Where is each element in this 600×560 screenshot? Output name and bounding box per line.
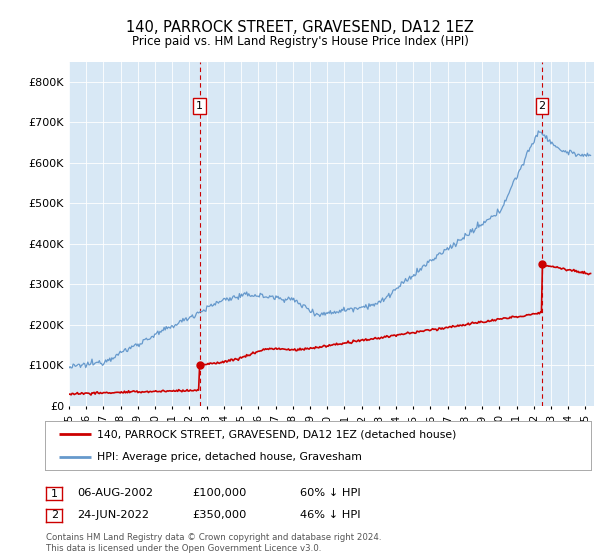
Text: 24-JUN-2022: 24-JUN-2022 <box>77 510 149 520</box>
Text: 60% ↓ HPI: 60% ↓ HPI <box>300 488 361 498</box>
Text: 46% ↓ HPI: 46% ↓ HPI <box>300 510 361 520</box>
Text: Contains HM Land Registry data © Crown copyright and database right 2024.
This d: Contains HM Land Registry data © Crown c… <box>46 533 382 553</box>
Text: 06-AUG-2002: 06-AUG-2002 <box>77 488 153 498</box>
Text: £350,000: £350,000 <box>192 510 247 520</box>
Text: Price paid vs. HM Land Registry's House Price Index (HPI): Price paid vs. HM Land Registry's House … <box>131 35 469 48</box>
Text: 2: 2 <box>51 511 58 520</box>
Text: £100,000: £100,000 <box>192 488 247 498</box>
Text: 1: 1 <box>51 489 58 498</box>
Text: 2: 2 <box>538 101 545 111</box>
Text: 140, PARROCK STREET, GRAVESEND, DA12 1EZ: 140, PARROCK STREET, GRAVESEND, DA12 1EZ <box>126 20 474 35</box>
Text: HPI: Average price, detached house, Gravesham: HPI: Average price, detached house, Grav… <box>97 452 362 462</box>
Text: 140, PARROCK STREET, GRAVESEND, DA12 1EZ (detached house): 140, PARROCK STREET, GRAVESEND, DA12 1EZ… <box>97 430 456 440</box>
Text: 1: 1 <box>196 101 203 111</box>
